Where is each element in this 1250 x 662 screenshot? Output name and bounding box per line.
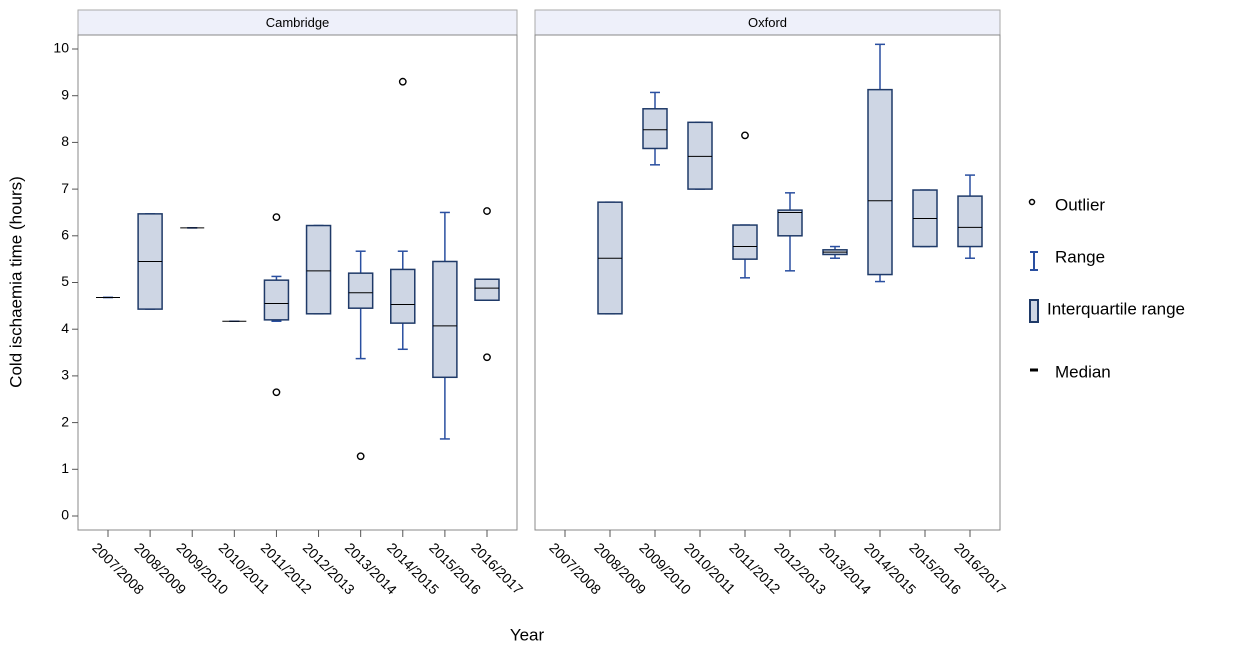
iqr-box	[474, 278, 500, 301]
y-tick-label: 5	[61, 273, 69, 289]
y-tick-label: 9	[61, 86, 69, 102]
panel-title: Cambridge	[266, 15, 330, 30]
legend-range-icon	[1030, 251, 1038, 271]
iqr-box	[867, 88, 893, 276]
y-tick-label: 8	[61, 133, 69, 149]
iqr-box	[642, 108, 668, 150]
panel-title: Oxford	[748, 15, 787, 30]
iqr-box	[777, 209, 803, 237]
iqr-box	[347, 272, 374, 309]
y-tick-label: 3	[61, 367, 69, 383]
y-tick-label: 1	[61, 460, 69, 476]
y-tick-label: 0	[61, 507, 69, 523]
y-tick-label: 7	[61, 180, 69, 196]
legend-label: Interquartile range	[1047, 299, 1185, 318]
y-tick-label: 6	[61, 227, 69, 243]
y-axis-label: Cold ischaemia time (hours)	[6, 176, 25, 388]
y-tick-label: 4	[61, 320, 69, 336]
iqr-box	[390, 268, 416, 324]
legend-iqr-icon	[1029, 299, 1039, 323]
legend-label: Outlier	[1055, 195, 1105, 214]
y-tick-label: 10	[53, 40, 69, 56]
outlier	[272, 213, 281, 222]
outlier	[483, 353, 491, 362]
iqr-box	[957, 195, 983, 248]
legend: Outlier Range Interquartile range Median	[1028, 195, 1185, 381]
iqr-box	[263, 279, 290, 321]
legend-label: Median	[1055, 362, 1111, 381]
outlier	[272, 388, 281, 397]
legend-outlier-icon	[1028, 198, 1036, 206]
legend-label: Range	[1055, 247, 1105, 266]
iqr-box	[687, 121, 713, 190]
outlier	[741, 131, 749, 140]
y-tick-label: 2	[61, 413, 69, 429]
outlier	[483, 207, 491, 215]
x-axis-label: Year	[510, 625, 545, 644]
iqr-box	[732, 224, 758, 260]
outlier	[398, 77, 407, 86]
iqr-box	[305, 224, 332, 315]
outlier	[356, 452, 365, 461]
plot-frame	[534, 34, 1001, 531]
iqr-box	[432, 260, 458, 379]
